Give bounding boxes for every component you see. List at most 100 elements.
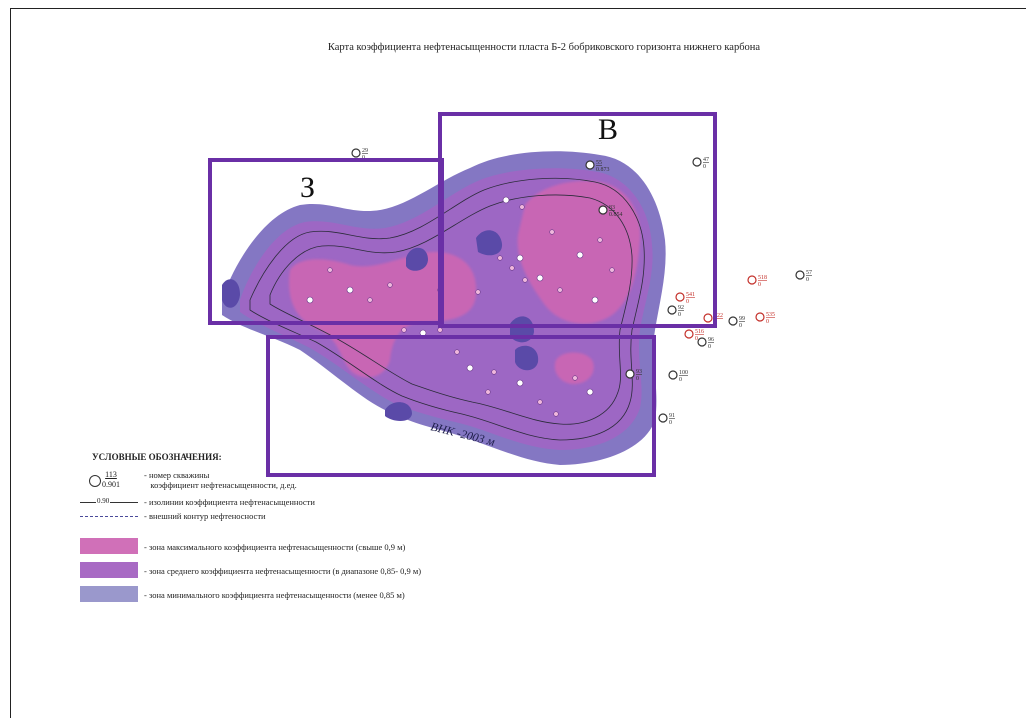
well-circle-icon — [703, 313, 713, 323]
inner-well-marker — [519, 204, 525, 210]
inner-well-marker — [466, 364, 474, 372]
well-number: 96 — [708, 337, 714, 343]
inner-well-marker — [516, 254, 524, 262]
inner-well-marker — [553, 411, 559, 417]
inner-well-marker — [475, 289, 481, 295]
lens-1 — [476, 230, 503, 256]
well-number: 29 — [362, 148, 368, 154]
well-number: 518 — [758, 275, 767, 281]
region-frames — [208, 112, 717, 477]
lens-4 — [515, 345, 539, 371]
map-title: Карта коэффициента нефтенасыщенности пла… — [327, 42, 761, 53]
well-value: 0 — [708, 344, 711, 350]
well-value: 0 — [695, 336, 698, 342]
region-label-east: В — [598, 113, 618, 146]
region-frame-south[interactable] — [266, 335, 656, 477]
well-value: 0 — [669, 420, 672, 426]
inner-well-marker — [437, 327, 443, 333]
legend-well: 113 0.901 - номер скважины коэффициент не… — [78, 470, 498, 496]
well-value: 0 — [739, 323, 742, 329]
well-value: 0 — [703, 164, 706, 170]
well-circle-icon — [89, 475, 101, 487]
inner-well-marker — [572, 375, 578, 381]
well-93[interactable]: 930 — [625, 369, 642, 382]
well-83[interactable]: 830.854 — [598, 205, 623, 218]
well-number: 535 — [766, 312, 775, 318]
well-91[interactable]: 910 — [658, 413, 675, 426]
well-55[interactable]: 550.873 — [585, 160, 610, 173]
inner-well-marker — [591, 296, 599, 304]
well-circle-icon — [747, 275, 757, 285]
inner-well-marker — [327, 267, 333, 273]
zone-swatch — [80, 586, 138, 602]
inner-well-marker — [509, 265, 515, 271]
well-92[interactable]: 920 — [667, 305, 684, 318]
inner-well-marker — [491, 369, 497, 375]
lens-5 — [385, 402, 412, 421]
legend-isoline: 0.90 - изолинии коэффициента нефтенасыще… — [78, 496, 498, 510]
well-circle-icon — [684, 329, 694, 339]
inner-well-marker — [401, 327, 407, 333]
well-value: 0 — [678, 312, 681, 318]
well-circle-icon — [625, 369, 635, 379]
well-number: 91 — [669, 413, 675, 419]
well-value: 0 — [636, 376, 639, 382]
region-frame-east[interactable] — [438, 112, 717, 328]
inner-well-marker — [609, 267, 615, 273]
well-circle-icon — [755, 312, 765, 322]
zone-maximum-west — [289, 251, 477, 378]
inner-well-marker — [516, 379, 524, 387]
well-circle-icon — [692, 157, 702, 167]
well-47[interactable]: 470 — [692, 157, 709, 170]
well-number: 47 — [703, 157, 709, 163]
inner-well-marker — [576, 251, 584, 259]
inner-well-marker — [549, 229, 555, 235]
inner-well-marker — [586, 388, 594, 396]
inner-well-marker — [522, 277, 528, 283]
zone-swatch — [80, 538, 138, 554]
well-circle-icon — [658, 413, 668, 423]
well-number: 57 — [806, 270, 812, 276]
well-value: 0 — [679, 377, 682, 383]
inner-wells — [306, 196, 615, 417]
dashed-contour-icon — [80, 516, 138, 517]
inner-well-marker — [536, 274, 544, 282]
inner-well-marker — [454, 349, 460, 355]
well-value: 0 — [806, 277, 809, 283]
well-57[interactable]: 570 — [795, 270, 812, 283]
well-value: 0 — [766, 319, 769, 325]
legend-well-text: - номер скважины коэффициент нефтенасыще… — [144, 470, 297, 490]
well-number: 93 — [636, 369, 642, 375]
well-99[interactable]: 990 — [728, 316, 745, 329]
inner-well-marker — [537, 399, 543, 405]
legend-title: УСЛОВНЫЕ ОБОЗНАЧЕНИЯ: — [92, 452, 222, 462]
well-96[interactable]: 960 — [697, 337, 714, 350]
well-value: 0.854 — [609, 212, 623, 218]
page-frame — [10, 8, 1026, 718]
well-number: 55 — [596, 160, 602, 166]
legend-well-fraction: 113 0.901 — [102, 470, 120, 489]
well-circle-icon — [668, 370, 678, 380]
inner-well-marker — [497, 255, 503, 261]
inner-well-marker — [367, 297, 373, 303]
legend-zone-mid: - зона среднего коэффициента нефтенасыще… — [78, 560, 498, 582]
legend-zone-max: - зона максимального коэффициента нефтен… — [78, 536, 498, 558]
inner-well-marker — [346, 286, 354, 294]
inner-well-marker — [387, 282, 393, 288]
well-circle-icon — [585, 160, 595, 170]
well-number: 100 — [679, 370, 688, 376]
well-number: 83 — [609, 205, 615, 211]
zone-maximum-south — [554, 352, 594, 385]
well-circle-icon — [675, 292, 685, 302]
inner-well-marker — [597, 237, 603, 243]
inner-well-marker — [502, 196, 510, 204]
legend-contour: - внешний контур нефтеносности — [78, 510, 498, 524]
legend: УСЛОВНЫЕ ОБОЗНАЧЕНИЯ: 113 0.901 - номер с… — [78, 452, 498, 606]
